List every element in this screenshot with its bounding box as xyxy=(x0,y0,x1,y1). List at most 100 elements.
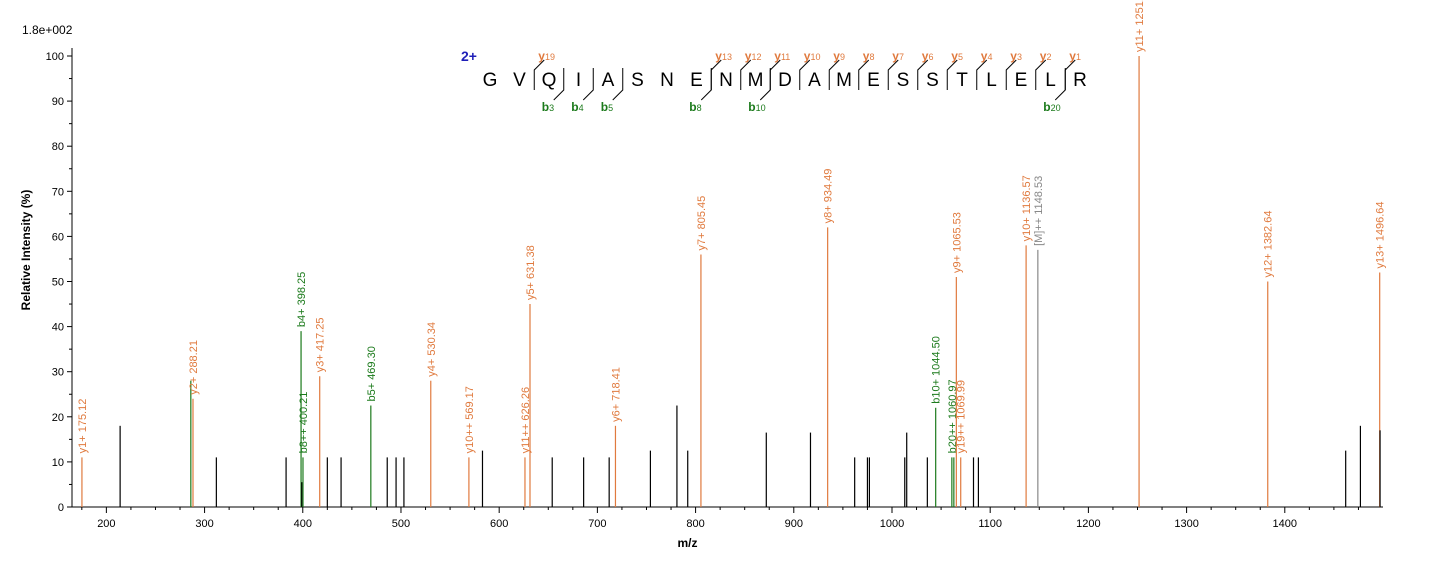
y-ion-label: y10 xyxy=(804,49,821,63)
x-tick-label: 600 xyxy=(490,518,508,530)
x-tick-label: 300 xyxy=(195,518,213,530)
peak-label: y4+ 530.34 xyxy=(426,322,438,377)
precursor-charge-label: 2+ xyxy=(461,48,477,64)
peak-label: y12+ 1382.64 xyxy=(1263,211,1275,278)
y-ion-bracket xyxy=(828,59,840,90)
sequence-residue: S xyxy=(926,70,939,91)
peak-label: y2+ 288.21 xyxy=(188,340,200,395)
peak-label: y6+ 718.41 xyxy=(610,367,622,422)
sequence-residue: S xyxy=(631,70,644,91)
x-tick-label: 700 xyxy=(588,518,606,530)
sequence-residue: D xyxy=(778,70,792,91)
x-tick-label: 200 xyxy=(97,518,115,530)
y-tick-label: 90 xyxy=(52,96,64,108)
y-ion-label: y9 xyxy=(833,49,845,63)
peak-label: y10+ 1136.57 xyxy=(1021,175,1033,241)
sequence-residue: L xyxy=(986,70,997,91)
sequence-residue: E xyxy=(690,70,703,91)
b-ion-bracket xyxy=(612,68,624,101)
y-ion-bracket xyxy=(1005,59,1017,90)
peak-label: y9+ 1065.53 xyxy=(951,212,963,273)
y-ion-bracket xyxy=(917,59,929,90)
sequence-residue: N xyxy=(660,70,674,91)
sequence-residue: E xyxy=(867,70,880,91)
sequence-residue: A xyxy=(808,70,821,91)
peak-label: b10+ 1044.50 xyxy=(931,336,943,404)
y-ion-label: y1 xyxy=(1069,49,1081,63)
peak-label: [M]++ 1148.53 xyxy=(1033,176,1045,246)
sequence-residue: G xyxy=(483,70,498,91)
sequence-residue: N xyxy=(719,70,733,91)
y-ion-bracket xyxy=(858,59,870,90)
b-ion-bracket xyxy=(582,68,594,101)
peak-label: y5+ 631.38 xyxy=(525,245,537,300)
b-ion-label: b4 xyxy=(571,100,583,114)
y-ion-bracket xyxy=(533,59,545,90)
intensity-scale-label: 1.8e+002 xyxy=(22,23,73,37)
sequence-residue: S xyxy=(897,70,910,91)
peak-label: y7+ 805.45 xyxy=(696,196,708,251)
sequence-residue: I xyxy=(576,70,581,91)
sequence-residue: T xyxy=(956,70,968,91)
x-tick-label: 900 xyxy=(785,518,803,530)
b-ion-bracket xyxy=(759,68,771,101)
y-tick-label: 20 xyxy=(52,412,64,424)
y-ion-label: y3 xyxy=(1010,49,1022,63)
peak-label: y11++ 626.26 xyxy=(520,387,532,453)
sequence-residue: A xyxy=(602,70,615,91)
y-tick-label: 70 xyxy=(52,186,64,198)
b-ion-label: b20 xyxy=(1043,100,1060,114)
b-ion-label: b8 xyxy=(689,100,701,114)
b-ion-label: b3 xyxy=(542,100,554,114)
y-ion-bracket xyxy=(887,59,899,90)
x-tick-label: 800 xyxy=(686,518,704,530)
x-tick-label: 1300 xyxy=(1174,518,1198,530)
y-tick-label: 80 xyxy=(52,141,64,153)
x-tick-label: 1200 xyxy=(1076,518,1100,530)
y-tick-label: 0 xyxy=(58,502,64,514)
y-ion-label: y5 xyxy=(951,49,963,63)
peak-label: b4+ 398.25 xyxy=(296,272,308,327)
sequence-residue: V xyxy=(513,70,526,91)
y-ion-label: y11 xyxy=(774,49,790,63)
sequence-residue: E xyxy=(1015,70,1028,91)
y-ion-bracket xyxy=(946,59,958,90)
b-ion-label: b10 xyxy=(748,100,765,114)
x-tick-label: 1400 xyxy=(1273,518,1297,530)
y-axis-title: Relative Intensity (%) xyxy=(19,190,33,311)
x-tick-label: 1100 xyxy=(978,518,1002,530)
y-tick-label: 30 xyxy=(52,367,64,379)
peak-label: b5+ 469.30 xyxy=(366,346,378,401)
peak-label: y11+ 1251.60 xyxy=(1134,0,1146,52)
x-tick-label: 400 xyxy=(294,518,312,530)
peak-label: b8++ 400.21 xyxy=(298,392,310,454)
y-ion-label: y7 xyxy=(892,49,904,63)
b-ion-bracket xyxy=(1054,68,1066,101)
y-ion-label: y4 xyxy=(981,49,993,63)
x-tick-label: 500 xyxy=(392,518,410,530)
sequence-residue: L xyxy=(1045,70,1056,91)
sequence-residue: Q xyxy=(542,70,557,91)
sequence-residue: M xyxy=(748,70,764,91)
sequence-residue: M xyxy=(836,70,852,91)
y-tick-label: 40 xyxy=(52,322,64,334)
y-ion-label: y2 xyxy=(1040,49,1052,63)
sequence-residue: R xyxy=(1073,70,1087,91)
y-tick-label: 10 xyxy=(52,457,64,469)
x-axis-title: m/z xyxy=(677,536,697,550)
peak-label: y8+ 934.49 xyxy=(823,169,835,224)
peak-label: y1+ 175.12 xyxy=(77,399,89,454)
y-ion-bracket xyxy=(799,59,811,90)
y-tick-label: 60 xyxy=(52,231,64,243)
y-ion-bracket xyxy=(1035,59,1047,90)
x-tick-label: 1000 xyxy=(880,518,904,530)
peak-label: y3+ 417.25 xyxy=(315,317,327,372)
peak-label: y19++ 1069.99 xyxy=(956,380,968,453)
y-ion-label: y6 xyxy=(922,49,934,63)
y-tick-label: 100 xyxy=(46,51,64,63)
y-ion-label: y8 xyxy=(863,49,875,63)
b-ion-label: b5 xyxy=(601,100,613,114)
y-ion-label: y19 xyxy=(538,49,555,63)
y-ion-bracket xyxy=(976,59,988,90)
b-ion-bracket xyxy=(553,68,565,101)
